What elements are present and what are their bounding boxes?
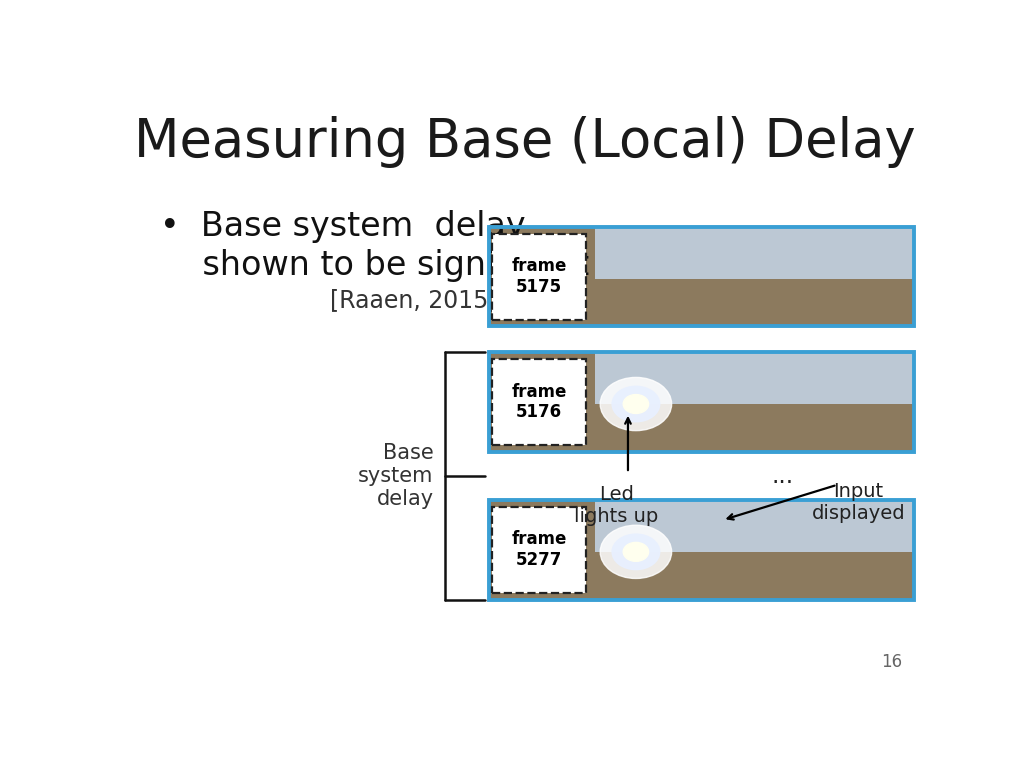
Circle shape [624, 395, 648, 413]
FancyBboxPatch shape [595, 500, 913, 552]
FancyBboxPatch shape [595, 353, 913, 404]
FancyBboxPatch shape [489, 500, 913, 600]
Text: frame
5277: frame 5277 [511, 531, 566, 569]
Circle shape [600, 377, 672, 431]
FancyBboxPatch shape [493, 507, 586, 593]
Text: 16: 16 [881, 653, 902, 670]
FancyBboxPatch shape [489, 353, 913, 452]
Text: Base
system
delay: Base system delay [358, 443, 433, 509]
Text: Led
lights up: Led lights up [573, 485, 658, 526]
Circle shape [600, 525, 672, 578]
Text: ...: ... [772, 464, 794, 488]
Text: frame
5176: frame 5176 [511, 382, 566, 422]
FancyBboxPatch shape [489, 227, 913, 326]
Circle shape [624, 542, 648, 561]
Text: Input
displayed: Input displayed [812, 482, 905, 523]
FancyBboxPatch shape [493, 359, 586, 445]
Text: [Raaen, 2015]: [Raaen, 2015] [331, 289, 498, 313]
Text: shown to be significant: shown to be significant [160, 249, 589, 282]
FancyBboxPatch shape [493, 233, 586, 319]
FancyBboxPatch shape [595, 227, 913, 279]
Circle shape [612, 386, 659, 422]
Circle shape [612, 534, 659, 570]
Text: •  Base system  delay: • Base system delay [160, 210, 525, 243]
Text: Measuring Base (Local) Delay: Measuring Base (Local) Delay [134, 116, 915, 168]
Text: frame
5175: frame 5175 [511, 257, 566, 296]
